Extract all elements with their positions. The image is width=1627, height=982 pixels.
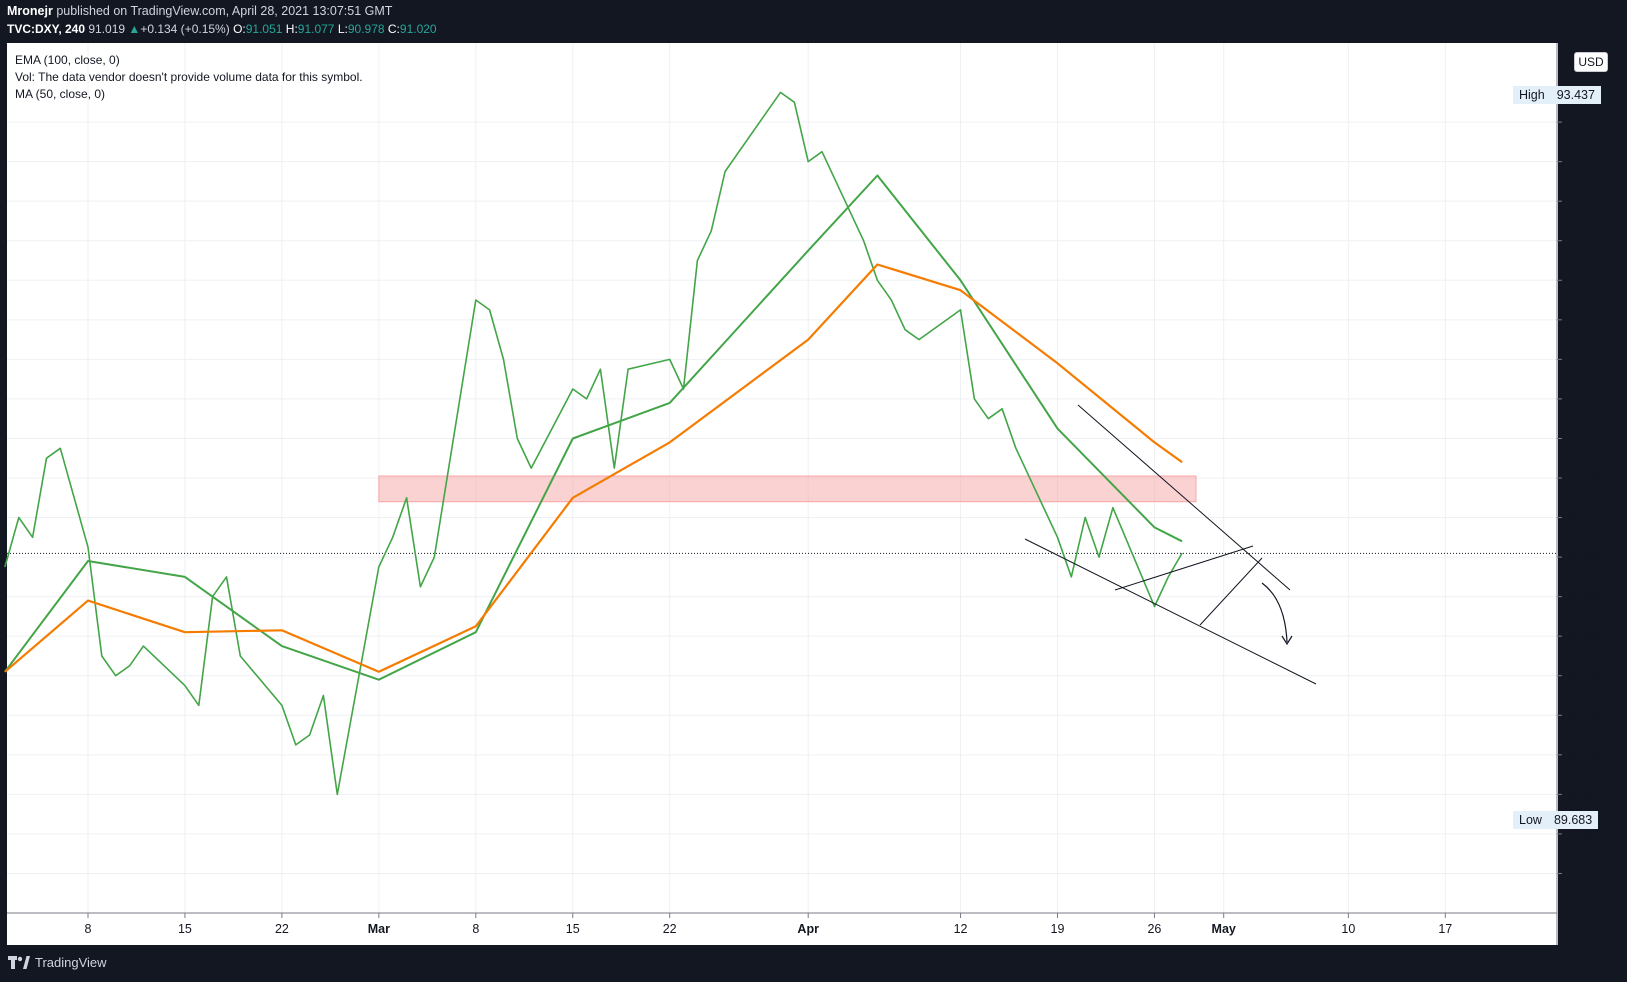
time-tick-label: May (1212, 922, 1236, 936)
ema100-line (4, 263, 1183, 673)
price-tick-label: 90.200 (1568, 708, 1606, 722)
publish-info: Mronejr published on TradingView.com, Ap… (7, 4, 392, 18)
high-value: 91.077 (297, 22, 335, 36)
resistance-zone (378, 475, 1197, 503)
time-tick-label: 15 (566, 922, 580, 936)
time-axis[interactable]: 8 15 22 Mar 8 15 22 Apr 12 19 26 May 10 17 (85, 913, 1453, 936)
time-tick-label: 8 (85, 922, 92, 936)
time-tick-label: 19 (1051, 922, 1065, 936)
low-label: L: (337, 22, 348, 36)
legend-volume[interactable]: Vol: The data vendor doesn't provide vol… (15, 70, 363, 84)
price-tick-label: 89.600 (1568, 827, 1606, 841)
grid (7, 43, 1557, 913)
projection-arrow (1261, 582, 1288, 643)
price-tick-label: 91.000 (1568, 550, 1606, 564)
close-value: 91.020 (399, 22, 437, 36)
price-tick-label: 92.200 (1568, 313, 1606, 327)
low-tag-label: Low (1519, 813, 1542, 827)
upper-trendline (1077, 404, 1291, 591)
price-tick-label: 91.600 (1568, 431, 1606, 445)
time-tick-label: 10 (1341, 922, 1355, 936)
tradingview-brand[interactable]: TradingView (35, 955, 107, 970)
time-tick-label: 26 (1147, 922, 1161, 936)
price-tick-label: 91.400 (1568, 471, 1606, 485)
price-tick-label: 89.800 (1568, 787, 1606, 801)
price-tick-label: 89.400 (1568, 866, 1606, 880)
high-label: H: (285, 22, 298, 36)
price-tick-label: 93.000 (1568, 155, 1606, 169)
trendline-drawings[interactable] (1024, 404, 1317, 685)
time-tick-label: Apr (797, 922, 819, 936)
last-price: 91.019 (88, 22, 126, 36)
open-value: 91.051 (245, 22, 283, 36)
up-arrow-icon: ▲ (128, 22, 141, 36)
time-tick-label: 17 (1438, 922, 1452, 936)
low-value: 90.978 (347, 22, 385, 36)
price-tick-label: 90.800 (1568, 590, 1606, 604)
channel-lower-line (1199, 557, 1263, 626)
high-price-tag: High 93.437 (1513, 86, 1601, 104)
time-tick-label: 15 (178, 922, 192, 936)
lower-trendline (1024, 538, 1317, 685)
price-tick-label: 92.800 (1568, 194, 1606, 208)
tradingview-logo-icon (8, 955, 30, 969)
legend-ema[interactable]: EMA (100, close, 0) (15, 53, 120, 67)
symbol-info: TVC:DXY, 240 91.019 ▲+0.134 (+0.15%) O:9… (7, 22, 437, 36)
price-tick-label: 90.000 (1568, 748, 1606, 762)
high-tag-label: High (1519, 88, 1545, 102)
price-tick-label: 90.600 (1568, 629, 1606, 643)
price-tick-label: 91.200 (1568, 511, 1606, 525)
currency-button[interactable]: USD (1574, 52, 1608, 72)
price-tick-label: 92.400 (1568, 273, 1606, 287)
time-tick-label: 12 (954, 922, 968, 936)
time-tick-label: 22 (663, 922, 677, 936)
open-label: O: (233, 22, 246, 36)
price-line (4, 91, 1183, 796)
time-tick-label: Mar (368, 922, 390, 936)
series-layer (4, 91, 1183, 796)
author-name[interactable]: Mronejr (7, 4, 53, 18)
price-axis[interactable]: 89.400 89.600 89.800 90.000 90.200 90.400 90.6… (1557, 115, 1606, 880)
time-tick-label: 22 (275, 922, 289, 936)
price-tick-label: 91.800 (1568, 392, 1606, 406)
high-tag-value: 93.437 (1556, 88, 1595, 102)
low-price-tag: Low 89.683 (1513, 811, 1599, 829)
price-tick-label: 90.400 (1568, 669, 1606, 683)
channel-upper-line (1114, 545, 1254, 591)
symbol-label[interactable]: TVC:DXY, 240 (7, 22, 86, 36)
low-tag-value: 89.683 (1553, 813, 1593, 827)
footer: TradingView (8, 955, 107, 970)
price-tick-label: 92.000 (1568, 352, 1606, 366)
price-tick-label: 93.200 (1568, 115, 1606, 129)
arrow-head-icon (1281, 635, 1293, 646)
publish-text: published on TradingView.com, April 28, … (56, 4, 393, 18)
legend-ma[interactable]: MA (50, close, 0) (15, 87, 106, 101)
price-change: +0.134 (+0.15%) (140, 22, 230, 36)
time-tick-label: 8 (472, 922, 479, 936)
price-tick-label: 92.600 (1568, 234, 1606, 248)
close-label: C: (387, 22, 400, 36)
resistance-zone-layer (378, 475, 1197, 503)
ma50-line (4, 174, 1183, 681)
